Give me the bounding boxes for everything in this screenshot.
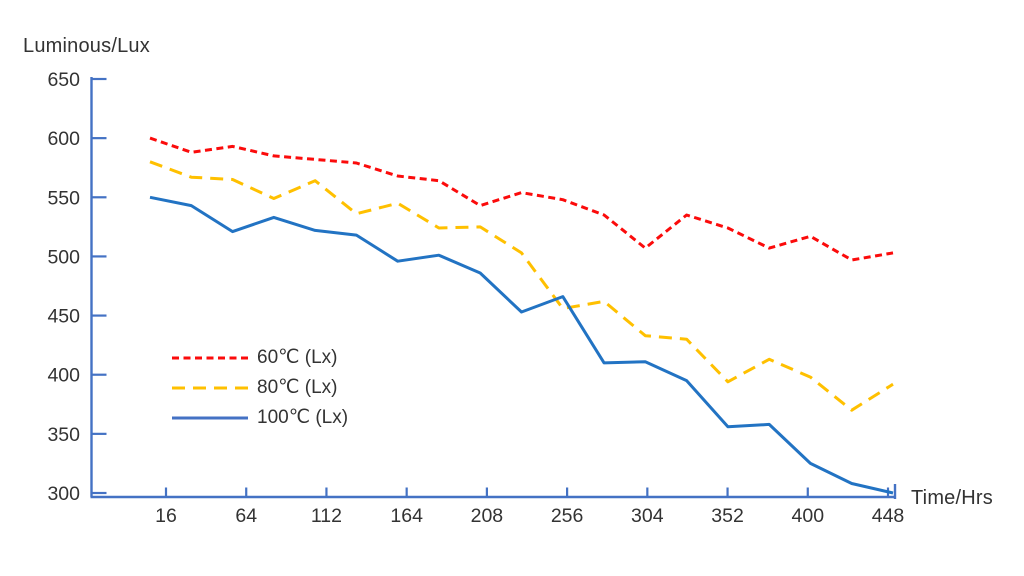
x-tick-label: 352 [711,505,744,527]
y-tick-label: 600 [47,128,80,150]
x-tick-label: 112 [311,505,342,527]
x-tick-label: 64 [235,505,257,527]
legend-line-100c-sample [172,416,248,419]
y-axis-title: Luminous/Lux [23,35,150,57]
legend-label-100c: 100℃ (Lx) [257,407,349,428]
legend-item-80c: 80℃ (Lx) [172,376,348,399]
legend: 60℃ (Lx) 80℃ (Lx) 100℃ (Lx) [172,346,348,429]
x-tick-label: 304 [631,505,664,527]
y-tick-label: 500 [47,246,80,268]
series-line-100c [149,195,894,495]
x-axis-title: Time/Hrs [911,487,993,509]
y-tick-label: 550 [47,187,80,209]
series-line-60c [149,136,894,262]
x-tick-label: 16 [155,505,177,527]
legend-line-60c-sample [172,356,248,359]
legend-item-100c: 100℃ (Lx) [172,406,348,429]
x-tick-label: 400 [792,505,825,527]
legend-label-80c: 80℃ (Lx) [257,377,338,398]
y-tick-label: 450 [47,306,80,328]
y-tick-label: 400 [47,365,80,387]
x-tick-label: 256 [551,505,584,527]
x-tick-label: 208 [471,505,504,527]
x-tick-label: 448 [872,505,905,527]
series-line-80c [149,160,894,412]
y-tick-label: 350 [47,424,80,446]
legend-label-60c: 60℃ (Lx) [257,347,338,368]
legend-item-60c: 60℃ (Lx) [172,346,348,369]
x-tick-label: 164 [390,505,423,527]
y-tick-label: 300 [47,483,80,505]
legend-line-80c-sample [172,386,248,389]
y-tick-label: 650 [47,69,80,91]
